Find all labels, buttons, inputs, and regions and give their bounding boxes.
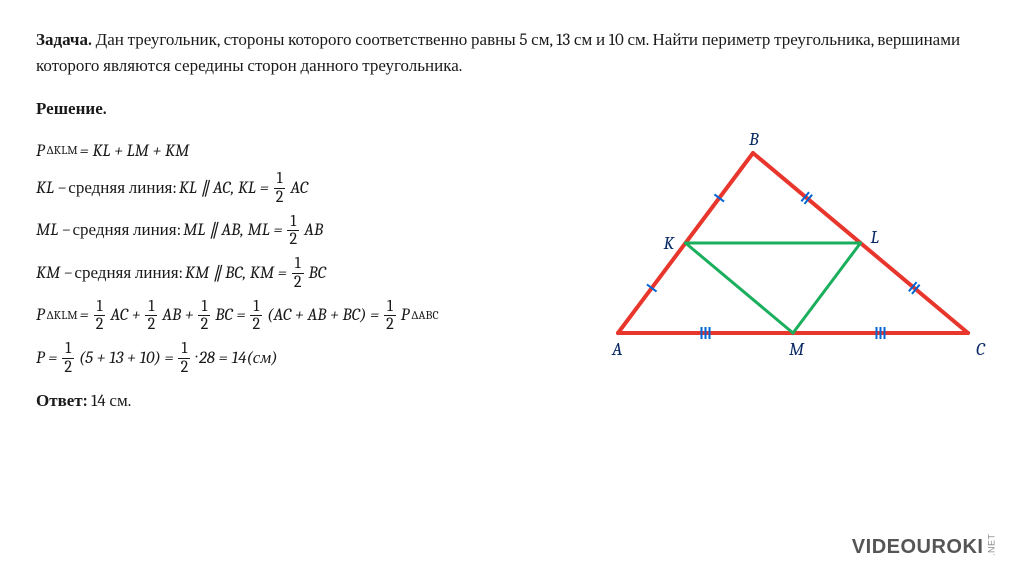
problem-statement: Задача. Дан треугольник, стороны которог… — [36, 28, 988, 79]
svg-text:K: K — [664, 233, 676, 254]
var: P = — [36, 346, 57, 372]
expr: KM ∥ BC, KM = — [185, 261, 287, 287]
equation-line-2: KL − средняя линия: KL ∥ AC, KL = 12 AC — [36, 170, 568, 207]
fraction: 12 — [287, 213, 301, 250]
subscript: ∆KLM — [47, 142, 78, 160]
fraction: 12 — [93, 298, 107, 335]
svg-text:M: M — [789, 339, 805, 360]
var: P — [401, 303, 410, 329]
content-row: P∆KLM = KL + LM + KM KL − средняя линия:… — [36, 133, 988, 415]
svg-text:L: L — [871, 227, 880, 248]
expr: (AC + AB + BC) = — [267, 303, 379, 329]
fraction: 12 — [291, 255, 305, 292]
eq: = — [80, 303, 89, 329]
text: средняя линия: — [74, 261, 183, 287]
watermark-main: VIDEOUROKI — [852, 536, 984, 558]
expr: AB + — [162, 303, 193, 329]
watermark-suffix: .NET — [986, 533, 1000, 556]
expr: AC + — [110, 303, 140, 329]
expr: = KL + LM + KM — [80, 139, 190, 165]
expr: KL ∥ AC, KL = — [179, 176, 269, 202]
var: AC — [290, 176, 308, 202]
math-column: P∆KLM = KL + LM + KM KL − средняя линия:… — [36, 133, 568, 415]
var: AB — [304, 218, 323, 244]
expr: (5 + 13 + 10) = — [79, 346, 174, 372]
svg-text:C: C — [976, 339, 986, 360]
equation-line-3: ML − средняя линия: ML ∥ AB, ML = 12 AB — [36, 213, 568, 250]
text: средняя линия: — [68, 176, 177, 202]
diagram-column: A B C K L M — [588, 133, 988, 415]
fraction: 12 — [145, 298, 159, 335]
equation-line-5: P∆KLM = 12 AC + 12 AB + 12 BC = 12 (AC +… — [36, 298, 568, 335]
expr: ML ∥ AB, ML = — [183, 218, 282, 244]
answer-label: Ответ: — [36, 392, 87, 411]
problem-text: Дан треугольник, стороны которого соотве… — [36, 31, 960, 76]
watermark: VIDEOUROKI.NET — [852, 532, 1004, 562]
subscript: ∆KLM — [47, 307, 78, 325]
text: средняя линия: — [73, 218, 182, 244]
answer: Ответ: 14 см. — [36, 389, 568, 415]
fraction: 12 — [178, 340, 192, 377]
subscript: ∆ABC — [411, 307, 438, 325]
fraction: 12 — [198, 298, 212, 335]
var: BC — [308, 261, 326, 287]
var: P — [36, 303, 45, 329]
fraction: 12 — [383, 298, 397, 335]
var: KM − — [36, 261, 72, 287]
fraction: 12 — [61, 340, 75, 377]
svg-text:A: A — [611, 339, 623, 360]
svg-text:B: B — [748, 133, 759, 150]
equation-line-1: P∆KLM = KL + LM + KM — [36, 139, 568, 165]
equation-line-6: P = 12 (5 + 13 + 10) = 12 · 28 = 14(см) — [36, 340, 568, 377]
var: ML − — [36, 218, 71, 244]
triangle-diagram: A B C K L M — [588, 133, 988, 373]
problem-label: Задача. — [36, 31, 92, 50]
solution-heading: Решение. — [36, 97, 988, 123]
var: P — [36, 139, 45, 165]
answer-value: 14 см. — [87, 392, 131, 411]
var: KL − — [36, 176, 66, 202]
expr: BC = — [215, 303, 245, 329]
fraction: 12 — [250, 298, 264, 335]
fraction: 12 — [273, 170, 287, 207]
expr: · 28 = 14(см) — [195, 346, 277, 372]
equation-line-4: KM − средняя линия: KM ∥ BC, KM = 12 BC — [36, 255, 568, 292]
